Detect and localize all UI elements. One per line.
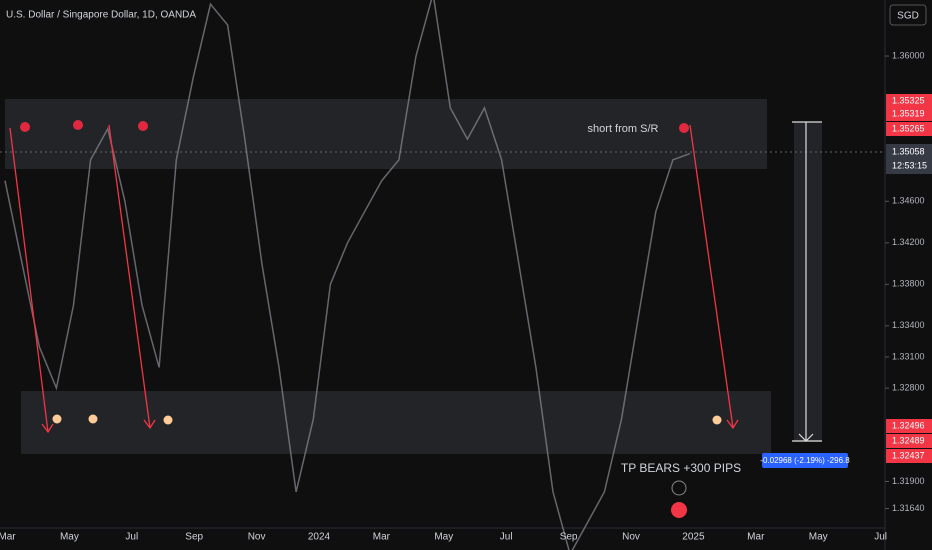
x-tick-label: Mar (747, 532, 765, 543)
price-label: 1.32437 (892, 450, 925, 460)
x-tick-label: Nov (248, 532, 266, 543)
y-tick-label: 1.31900 (892, 476, 925, 486)
price-label-bg (886, 449, 932, 463)
countdown: 12:53:15 (892, 160, 927, 170)
currency[interactable]: SGD (897, 11, 919, 22)
y-tick-label: 1.33100 (892, 351, 925, 361)
annotation: short from S/R (588, 123, 659, 135)
y-tick-label: 1.32800 (892, 382, 925, 392)
y-tick-label: 1.36000 (892, 50, 925, 60)
price-label: 1.35265 (892, 123, 925, 133)
y-tick-label: 1.33400 (892, 320, 925, 330)
currency-button[interactable] (889, 4, 927, 26)
measure-label-bg (762, 453, 848, 468)
x-tick-label: Jul (874, 532, 887, 543)
x-tick-label: Sep (560, 532, 578, 543)
price-line (4, 0, 691, 550)
x-tick-label: Mar (373, 532, 391, 543)
annotation: TP BEARS +300 PIPS (621, 461, 741, 475)
arrows (9, 124, 739, 434)
price-label-bg (886, 122, 932, 136)
x-tick-label: Nov (622, 532, 640, 543)
x-tick-label: May (60, 532, 79, 543)
support-zone (21, 391, 771, 454)
last-price: 1.35058 (892, 146, 925, 156)
x-tick-label: Jul (125, 532, 138, 543)
resistance-zone (5, 99, 767, 169)
measure-box (794, 122, 822, 442)
markers (20, 120, 722, 425)
x-tick-label: May (434, 532, 453, 543)
measure-label: -0.02968 (-2.19%) -296.8 (760, 456, 850, 465)
price-label: 1.32496 (892, 420, 925, 430)
x-tick-label: Sep (185, 532, 203, 543)
x-tick-label: 2025 (682, 532, 705, 543)
price-label: 1.32489 (892, 435, 925, 445)
chart-title: U.S. Dollar / Singapore Dollar, 1D, OAND… (6, 10, 196, 21)
icon (671, 480, 687, 496)
x-tick-label: May (809, 532, 828, 543)
last-price-bg (886, 144, 932, 174)
y-tick-label: 1.31640 (892, 503, 925, 513)
x-tick-label: 2024 (308, 532, 331, 543)
x-tick-label: Mar (0, 532, 16, 543)
price-label-bg (886, 419, 932, 433)
icon (671, 502, 687, 518)
y-tick-label: 1.34600 (892, 196, 925, 206)
price-label-bg (886, 434, 932, 448)
price-label: 1.35325 (892, 95, 925, 105)
y-tick-label: 1.33800 (892, 279, 925, 289)
x-tick-label: Jul (500, 532, 513, 543)
price-label: 1.35319 (892, 108, 925, 118)
measure-tool (792, 121, 822, 442)
price-label-bg (886, 94, 932, 108)
y-tick-label: 1.34200 (892, 237, 925, 247)
price-label-bg (886, 107, 932, 121)
